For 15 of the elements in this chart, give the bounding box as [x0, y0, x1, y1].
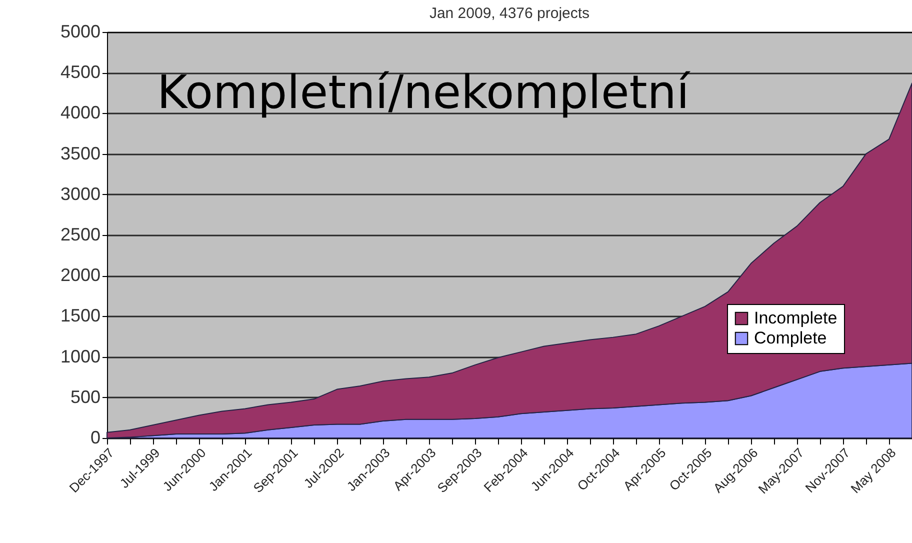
annotation: Kompletní/nekompletní	[157, 65, 690, 119]
y-tick-label: 5000	[60, 22, 100, 42]
y-tick-label: 1000	[60, 346, 100, 366]
y-tick-label: 3500	[60, 143, 100, 164]
y-tick-label: 4500	[60, 62, 100, 82]
y-tick-label: 1500	[60, 306, 100, 326]
legend-label: Complete	[754, 328, 827, 348]
chart-title: Jan 2009, 4376 projects	[429, 5, 590, 22]
y-tick-label: 4000	[60, 102, 100, 123]
y-tick-label: 3000	[60, 184, 100, 204]
y-tick-label: 2500	[60, 224, 100, 244]
y-tick-label: 2000	[60, 265, 100, 286]
y-tick-label: 0	[90, 428, 100, 448]
legend-label: Incomplete	[754, 308, 838, 328]
y-tick-label: 500	[70, 386, 100, 407]
